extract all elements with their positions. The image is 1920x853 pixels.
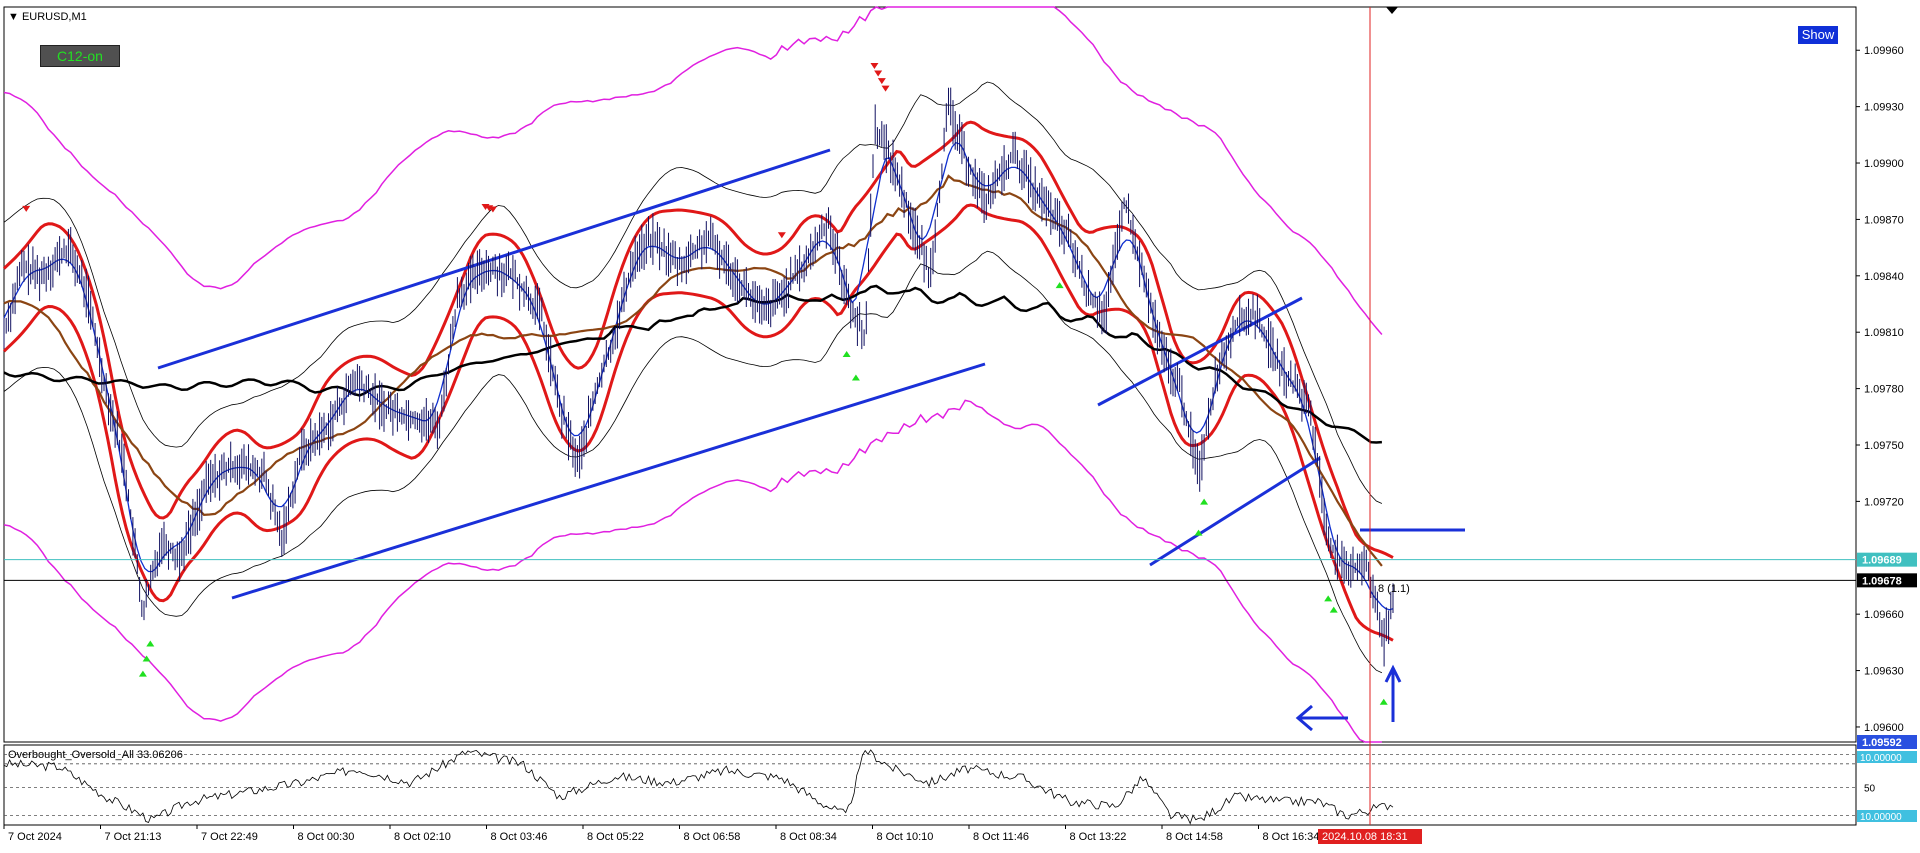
magenta-lower-band bbox=[3, 399, 1382, 743]
trendlines[interactable] bbox=[4, 148, 1856, 600]
price-label-box bbox=[1857, 573, 1917, 588]
sell-arrow-icon bbox=[22, 205, 31, 212]
buy-arrow-icon bbox=[1329, 606, 1338, 613]
sell-arrow-icon bbox=[877, 78, 886, 85]
oscillator-label: Overbought_Oversold_All 33.06206 bbox=[8, 749, 183, 761]
x-tick-label: 8 Oct 13:22 bbox=[1070, 831, 1127, 843]
x-tick-label: 8 Oct 00:30 bbox=[298, 831, 355, 843]
x-tick-label: 8 Oct 14:58 bbox=[1166, 831, 1223, 843]
y-tick-label: 1.09660 bbox=[1864, 609, 1904, 621]
y-tick-label: 1.09900 bbox=[1864, 158, 1904, 170]
trendline-3[interactable] bbox=[1097, 296, 1303, 407]
buy-arrow-icon bbox=[1379, 698, 1388, 705]
y-tick-label: 1.09630 bbox=[1864, 666, 1904, 678]
y-tick-label: 1.09720 bbox=[1864, 496, 1904, 508]
symbol-label: EURUSD,M1 bbox=[21, 11, 87, 23]
x-tick-label: 8 Oct 08:34 bbox=[780, 831, 837, 843]
oscillator-bound-box bbox=[1857, 751, 1917, 763]
sell-arrow-icon bbox=[874, 70, 883, 77]
sell-arrow-icon bbox=[777, 232, 786, 239]
dropdown-triangle-icon[interactable]: ▼ bbox=[8, 11, 22, 23]
x-tick-label: 8 Oct 02:10 bbox=[394, 831, 451, 843]
x-tick-label: 7 Oct 2024 bbox=[8, 831, 62, 843]
main-pane-frame bbox=[3, 6, 1857, 743]
cursor-annotation: 8 (1.1) bbox=[1378, 583, 1410, 595]
black-lower-band bbox=[3, 250, 1383, 674]
y-tick-label: 1.09930 bbox=[1864, 102, 1904, 114]
trendline-2[interactable] bbox=[231, 362, 986, 600]
oscillator-pane-frame bbox=[3, 744, 1857, 826]
price-label: 1.09689 bbox=[1862, 555, 1902, 567]
buy-arrow-icon bbox=[842, 351, 851, 358]
buy-arrow-icon bbox=[1194, 529, 1203, 536]
trendline-1[interactable] bbox=[157, 148, 831, 370]
buy-arrow-icon bbox=[1324, 595, 1333, 602]
cursor-time-box bbox=[1318, 829, 1422, 844]
price-label-box bbox=[1857, 552, 1917, 567]
y-tick-label: 1.09840 bbox=[1864, 271, 1904, 283]
signal-arrows bbox=[22, 63, 1388, 705]
sell-arrow-icon bbox=[488, 206, 497, 213]
buy-arrow-icon bbox=[142, 655, 151, 662]
x-tick-label: 7 Oct 21:13 bbox=[105, 831, 162, 843]
price-label-box bbox=[1857, 735, 1917, 749]
y-tick-label: 1.09810 bbox=[1864, 327, 1904, 339]
oscillator-bound-label: 10.00000 bbox=[1860, 812, 1902, 823]
show-button[interactable]: Show bbox=[1798, 26, 1838, 44]
x-tick-label: 8 Oct 06:58 bbox=[684, 831, 741, 843]
c12-toggle-button[interactable]: C12-on bbox=[40, 45, 120, 67]
x-tick-label: 8 Oct 16:34 bbox=[1263, 831, 1320, 843]
scroll-marker-icon[interactable] bbox=[1386, 7, 1398, 14]
left-arrow-icon bbox=[1295, 704, 1348, 732]
price-label: 1.09678 bbox=[1862, 575, 1902, 587]
x-tick-label: 8 Oct 05:22 bbox=[587, 831, 644, 843]
sell-arrow-icon bbox=[881, 85, 890, 92]
buy-arrow-icon bbox=[138, 670, 147, 677]
x-tick-label: 7 Oct 22:49 bbox=[201, 831, 258, 843]
x-tick-label: 8 Oct 10:10 bbox=[877, 831, 934, 843]
buy-arrow-icon bbox=[851, 374, 860, 381]
x-tick-label: 8 Oct 03:46 bbox=[491, 831, 548, 843]
oscillator-bound-box bbox=[1857, 810, 1917, 822]
x-tick-label: 8 Oct 11:46 bbox=[973, 831, 1029, 843]
oscillator-line bbox=[3, 749, 1394, 825]
axes: 1.09960 1.09930 1.09900 1.09870 1.09840 1.098… bbox=[3, 45, 1917, 844]
buy-arrow-icon bbox=[146, 640, 155, 647]
oscillator-bound-label: 10.00000 bbox=[1860, 753, 1902, 764]
y-tick-label: 1.09750 bbox=[1864, 440, 1904, 452]
y-tick-label: 1.09600 bbox=[1864, 722, 1904, 734]
oscillator-level-label: 50 bbox=[1864, 783, 1876, 794]
sell-arrow-icon bbox=[870, 63, 879, 70]
red-lower-band bbox=[2, 203, 1394, 642]
y-tick-label: 1.09960 bbox=[1864, 45, 1904, 57]
cursor-time-label: 2024.10.08 18:31 bbox=[1322, 831, 1408, 843]
y-tick-label: 1.09870 bbox=[1864, 214, 1904, 226]
up-arrow-icon bbox=[1384, 664, 1402, 722]
black-upper-band bbox=[3, 81, 1383, 504]
symbol-title[interactable]: ▼ EURUSD,M1 bbox=[8, 11, 87, 23]
trendline-4[interactable] bbox=[1149, 456, 1321, 567]
price-series bbox=[3, 87, 1394, 667]
y-tick-label: 1.09780 bbox=[1864, 384, 1904, 396]
buy-arrow-icon bbox=[1055, 282, 1064, 289]
price-label: 1.09592 bbox=[1862, 737, 1902, 749]
buy-arrow-icon bbox=[1200, 498, 1209, 505]
brown-moving-average bbox=[3, 174, 1383, 567]
magenta-upper-band bbox=[3, 6, 1383, 335]
black-moving-average bbox=[3, 284, 1382, 444]
red-upper-band bbox=[2, 120, 1394, 559]
